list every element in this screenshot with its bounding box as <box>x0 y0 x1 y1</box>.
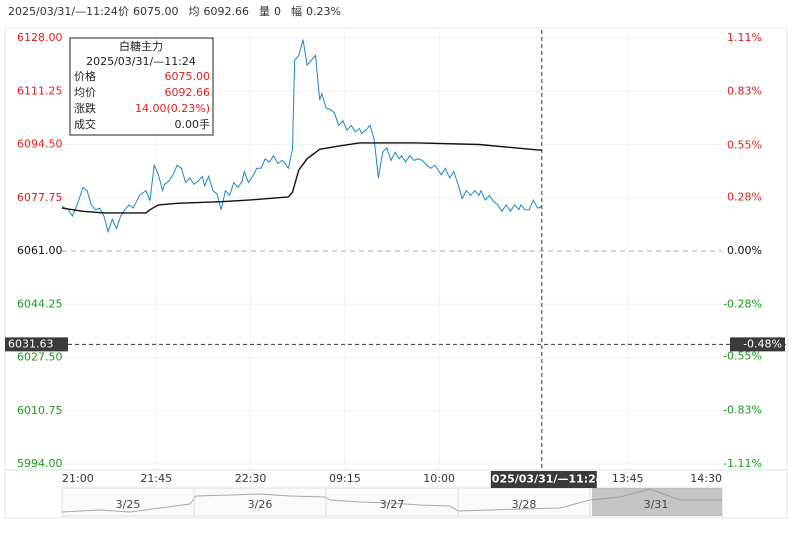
y2-tick-label: 1.11% <box>727 31 762 44</box>
crosshair-price-box <box>5 337 68 352</box>
tooltip-label: 成交 <box>74 117 96 131</box>
y2-tick-label: -0.83% <box>723 403 762 416</box>
header-label: 均 <box>189 5 200 18</box>
y-tick-label: 6010.75 <box>17 404 63 417</box>
x-tick-label: 21:00 <box>62 472 94 485</box>
y2-tick-label: 0.55% <box>727 138 762 151</box>
navigator-date: 3/25 <box>116 498 141 511</box>
x-tick-label: 09:15 <box>329 472 361 485</box>
y-tick-label: 6128.00 <box>17 31 63 44</box>
x-tick-label: 14:30 <box>690 472 722 485</box>
tooltip-value: 6075.00 <box>165 70 211 83</box>
header-value: 0 <box>274 5 281 18</box>
crosshair-percent: -0.48% <box>743 337 782 350</box>
header-value: 6075.00 <box>133 5 179 18</box>
header-label: 量 <box>259 5 270 18</box>
y2-tick-label: -0.28% <box>723 298 762 311</box>
navigator-date: 3/27 <box>380 498 405 511</box>
crosshair-percent-box <box>730 337 785 352</box>
crosshair-time: 2025/03/31/—11:24 <box>484 473 604 486</box>
chart-frame <box>4 27 788 519</box>
price-line <box>61 39 542 234</box>
navigator-date: 3/28 <box>512 498 537 511</box>
x-tick-label: 13:45 <box>612 472 644 485</box>
navigator-date: 3/31 <box>644 498 669 511</box>
y2-tick-label: -1.11% <box>723 457 762 470</box>
crosshair-price: 6031.63 <box>8 337 54 350</box>
tooltip-label: 均价 <box>74 86 96 99</box>
tooltip-value: 14.00(0.23%) <box>135 102 210 115</box>
y2-tick-label: 0.83% <box>727 85 762 98</box>
tooltip-label: 价格 <box>74 69 96 83</box>
crosshair-time-box <box>490 471 597 488</box>
header-time: 2025/03/31/—11:24 <box>8 5 118 18</box>
tooltip-time: 2025/03/31/—11:24 <box>86 55 196 68</box>
tooltip-title: 白糖主力 <box>119 39 163 53</box>
header-value: 6092.66 <box>204 5 250 18</box>
navigator-selection[interactable] <box>592 488 722 516</box>
header-value: 0.23% <box>306 5 341 18</box>
tooltip-label: 涨跌 <box>74 101 96 115</box>
y-tick-label: 6027.50 <box>17 351 63 364</box>
y2-tick-label: 0.00% <box>727 244 762 257</box>
x-tick-label: 21:45 <box>140 472 172 485</box>
x-tick-label: 10:00 <box>423 472 455 485</box>
y-tick-label: 6111.25 <box>17 84 63 97</box>
y2-tick-label: -0.55% <box>723 350 762 363</box>
tooltip-value: 0.00手 <box>175 117 211 131</box>
navigator-date: 3/26 <box>248 498 273 511</box>
header-label: 价 <box>118 5 129 18</box>
y-tick-label: 6094.50 <box>17 138 63 151</box>
header-label: 幅 <box>291 5 302 18</box>
price-line <box>61 142 542 214</box>
tooltip-value: 6092.66 <box>165 86 211 99</box>
tooltip-box <box>69 37 214 136</box>
y-tick-label: 6044.25 <box>17 297 63 310</box>
x-tick-label: 22:30 <box>235 472 267 485</box>
y-tick-label: 5994.00 <box>17 457 63 470</box>
y2-tick-label: 0.28% <box>727 190 762 203</box>
y-tick-label: 6061.00 <box>17 244 63 257</box>
y-tick-label: 6077.75 <box>17 191 63 204</box>
